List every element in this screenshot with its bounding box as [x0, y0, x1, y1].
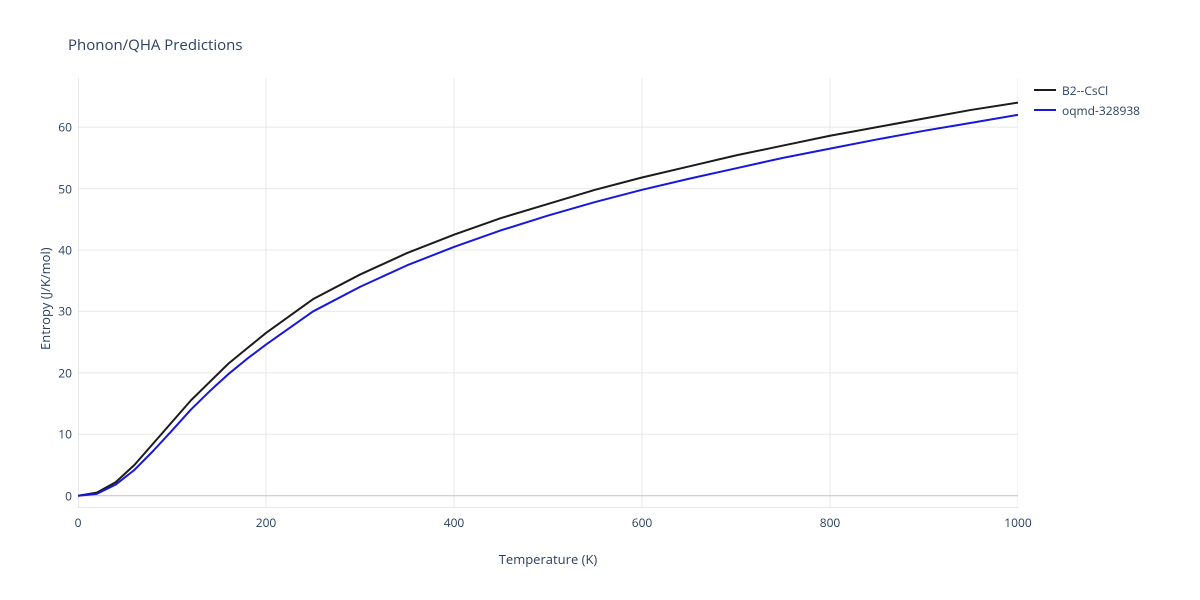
x-tick-label: 600 — [632, 514, 653, 531]
legend-item[interactable]: oqmd-328938 — [1034, 100, 1140, 120]
x-axis-title: Temperature (K) — [78, 550, 1018, 568]
x-tick-label: 1000 — [1004, 514, 1031, 531]
legend-label: oqmd-328938 — [1062, 102, 1140, 119]
y-tick-label: 50 — [48, 180, 72, 197]
plot-area[interactable] — [78, 78, 1018, 508]
x-tick-label: 0 — [75, 514, 82, 531]
y-tick-label: 0 — [48, 487, 72, 504]
y-tick-label: 10 — [48, 426, 72, 443]
legend-swatch — [1034, 109, 1056, 111]
y-tick-label: 60 — [48, 119, 72, 136]
x-tick-label: 800 — [820, 514, 841, 531]
legend[interactable]: B2--CsCl oqmd-328938 — [1034, 80, 1140, 120]
legend-item[interactable]: B2--CsCl — [1034, 80, 1140, 100]
chart-svg — [78, 78, 1018, 508]
legend-swatch — [1034, 89, 1056, 91]
legend-label: B2--CsCl — [1062, 82, 1108, 99]
chart-container: Phonon/QHA Predictions 02004006008001000… — [0, 0, 1200, 600]
x-tick-label: 400 — [444, 514, 465, 531]
x-tick-label: 200 — [256, 514, 277, 531]
chart-title: Phonon/QHA Predictions — [68, 35, 243, 55]
y-tick-label: 20 — [48, 364, 72, 381]
y-axis-title: Entropy (J/K/mol) — [36, 247, 54, 350]
